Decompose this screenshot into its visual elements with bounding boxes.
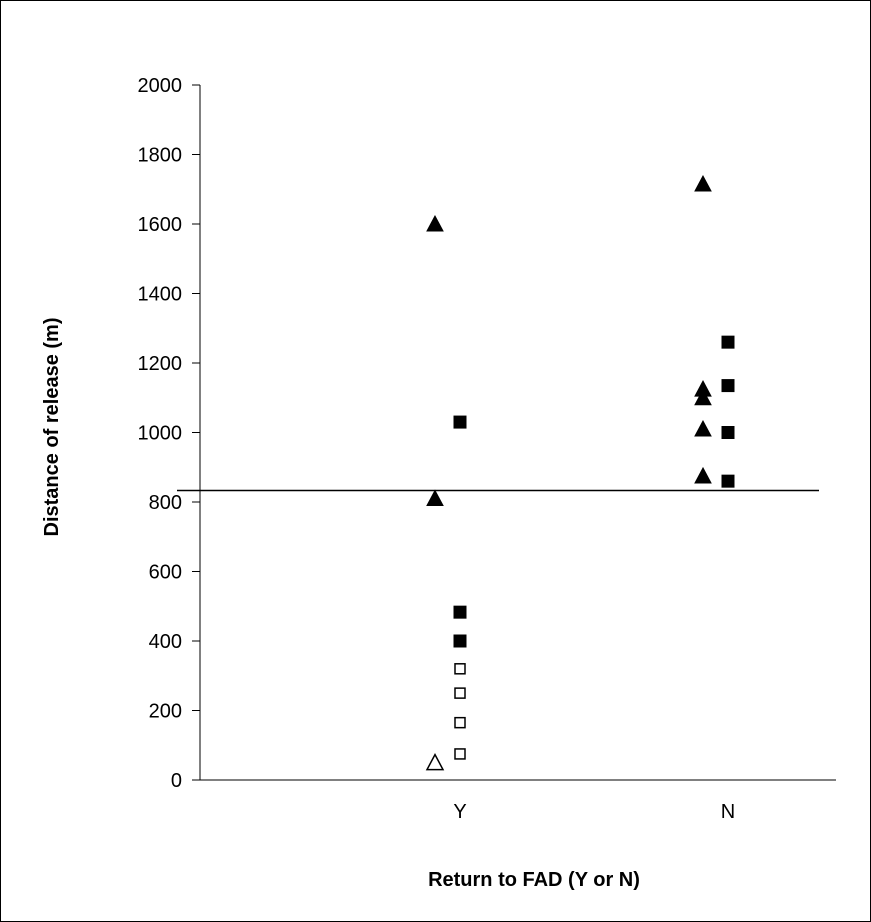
x-axis-title: Return to FAD (Y or N) [428,869,640,891]
y-tick-label: 1400 [138,284,183,306]
open-square-point [454,687,466,699]
filled-triangle-point [694,466,712,484]
y-tick-label: 800 [149,492,182,514]
x-tick-label: N [721,801,735,823]
y-tick-label: 1600 [138,214,183,236]
y-axis-title: Distance of release (m) [41,318,63,537]
filled-triangle-point [694,388,712,406]
filled-square-point [721,474,735,488]
x-tick-label: Y [453,801,466,823]
filled-triangle-point [694,174,712,192]
filled-square-point [453,634,467,648]
y-tick-label: 1800 [138,145,183,167]
filled-square-point [453,415,467,429]
open-triangle-point [425,753,445,771]
open-square-point [454,663,466,675]
filled-triangle-point [694,419,712,437]
data-points [425,174,735,771]
filled-triangle-point [426,489,444,507]
y-tick-label: 600 [149,562,182,584]
filled-square-point [721,379,735,393]
y-tick-label: 2000 [138,75,183,97]
y-tick-label: 400 [149,631,182,653]
y-tick-label: 0 [171,770,182,792]
y-tick-label: 1000 [138,423,183,445]
filled-square-point [721,335,735,349]
y-tick-label: 200 [149,701,182,723]
open-square-point [454,748,466,760]
y-axis: 0 200 400 600 800 1000 1200 1400 1600 1800 2000 [138,75,201,792]
filled-square-point [721,426,735,439]
y-tick-label: 1200 [138,353,183,375]
filled-square-point [453,605,467,619]
open-square-point [454,716,466,729]
filled-triangle-point [426,214,444,232]
